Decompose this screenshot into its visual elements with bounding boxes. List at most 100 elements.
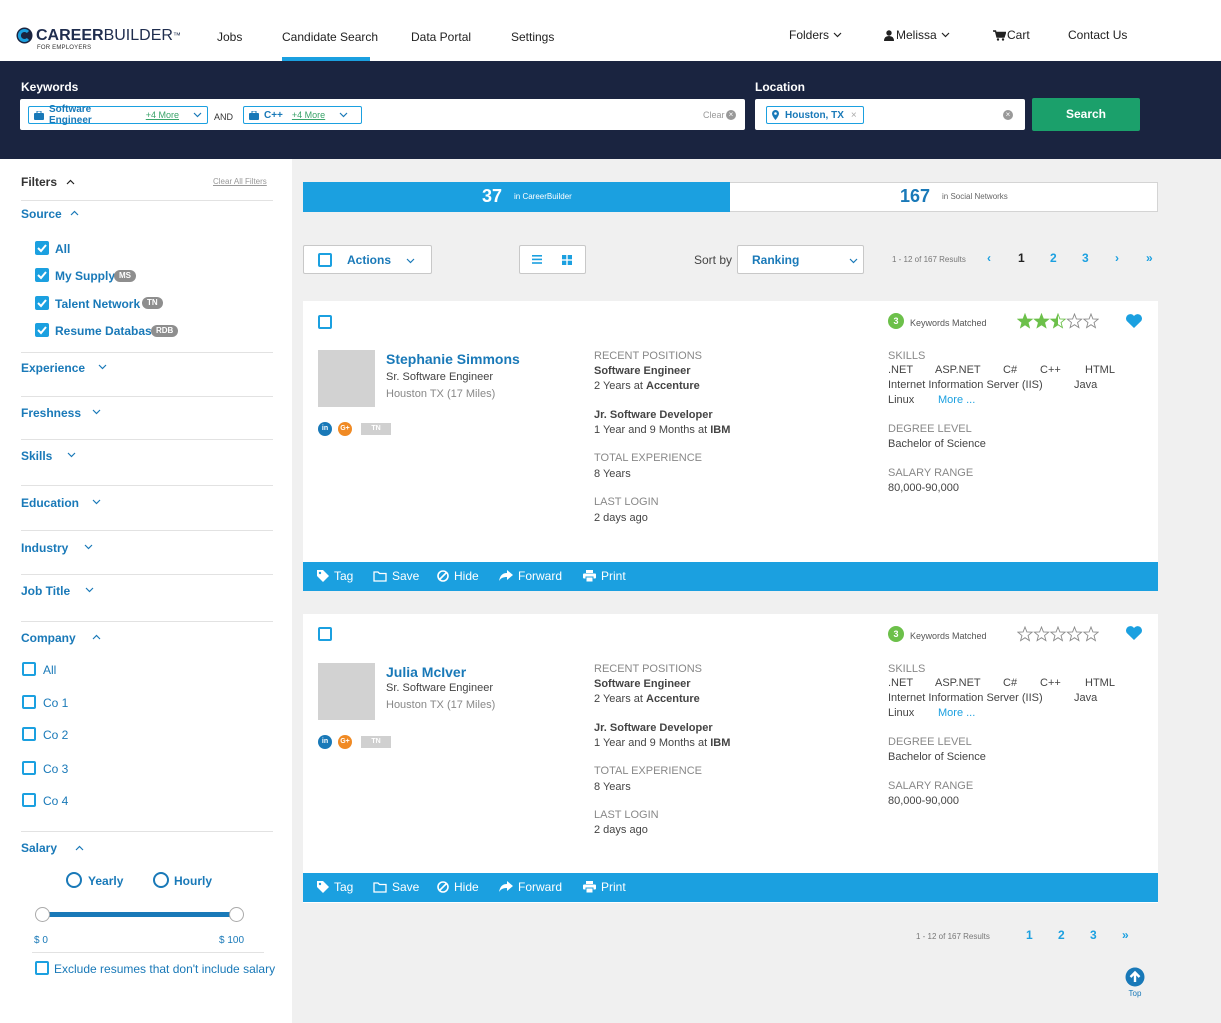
rating-star[interactable] <box>1066 313 1083 329</box>
filter-salary-title[interactable]: Salary <box>21 841 58 855</box>
source-my-supply-label[interactable]: My Supply <box>55 269 116 283</box>
tag-button[interactable]: Tag <box>317 880 353 894</box>
next-page-button[interactable]: › <box>1115 251 1119 265</box>
radio-yearly[interactable] <box>66 872 82 888</box>
forward-button[interactable]: Forward <box>499 880 562 894</box>
page-3[interactable]: 3 <box>1082 251 1089 265</box>
checkbox-source-talent-network[interactable] <box>35 296 49 310</box>
rating-star[interactable] <box>1082 626 1099 642</box>
chevron-down-icon[interactable] <box>92 409 101 415</box>
checkbox-exclude-no-salary[interactable] <box>35 961 49 975</box>
chevron-down-icon[interactable] <box>85 587 94 593</box>
page-2[interactable]: 2 <box>1050 251 1057 265</box>
company-co2-label[interactable]: Co 2 <box>43 728 69 742</box>
rating-star[interactable] <box>1082 313 1099 329</box>
clear-all-filters-link[interactable]: Clear All Filters <box>213 177 267 186</box>
last-page-bottom-button[interactable]: » <box>1122 928 1129 942</box>
chevron-up-icon[interactable] <box>66 179 75 185</box>
chevron-up-icon[interactable] <box>75 845 84 851</box>
chevron-down-icon[interactable] <box>98 364 107 370</box>
checkbox-company-co1[interactable] <box>22 695 36 709</box>
candidate-name[interactable]: Julia McIver <box>386 664 467 680</box>
rating-star[interactable] <box>1017 626 1034 642</box>
source-talent-network-label[interactable]: Talent Network <box>55 297 141 311</box>
radio-hourly[interactable] <box>153 872 169 888</box>
nav-data-portal[interactable]: Data Portal <box>411 30 472 44</box>
nav-settings[interactable]: Settings <box>511 30 555 44</box>
checkbox-company-co4[interactable] <box>22 793 36 807</box>
heart-icon[interactable] <box>1125 313 1143 329</box>
chevron-down-icon[interactable] <box>193 112 202 118</box>
location-chip[interactable]: Houston, TX × <box>766 106 864 124</box>
forward-button[interactable]: Forward <box>499 569 562 583</box>
star-rating-icon[interactable] <box>1017 313 1099 329</box>
page-1-bottom[interactable]: 1 <box>1026 928 1033 942</box>
filter-skills-title[interactable]: Skills <box>21 449 53 463</box>
filter-experience-title[interactable]: Experience <box>21 361 86 375</box>
actions-dropdown[interactable]: Actions <box>303 245 432 274</box>
company-all-label[interactable]: All <box>43 663 57 677</box>
tab-social-networks[interactable]: 167 in Social Networks <box>730 182 1158 212</box>
checkbox-source-my-supply[interactable] <box>35 268 49 282</box>
filter-industry-title[interactable]: Industry <box>21 541 69 555</box>
nav-contact-us[interactable]: Contact Us <box>1068 28 1128 42</box>
radio-yearly-label[interactable]: Yearly <box>88 874 124 888</box>
checkbox-source-all[interactable] <box>35 241 49 255</box>
keyword-chip-more-link[interactable]: +4 More <box>291 110 326 120</box>
print-button[interactable]: Print <box>583 880 626 894</box>
page-1[interactable]: 1 <box>1018 251 1025 265</box>
nav-user-menu[interactable]: Melissa <box>884 28 950 42</box>
sort-select[interactable]: Ranking <box>737 245 864 274</box>
filter-freshness-title[interactable]: Freshness <box>21 406 82 420</box>
keyword-chip-cpp[interactable]: C++ +4 More <box>243 106 362 124</box>
filter-company-title[interactable]: Company <box>21 631 76 645</box>
close-icon[interactable]: × <box>1003 110 1013 120</box>
rating-star[interactable] <box>1017 313 1034 329</box>
filter-source-title[interactable]: Source <box>21 207 62 221</box>
checkbox-company-all[interactable] <box>22 662 36 676</box>
save-button[interactable]: Save <box>373 880 419 894</box>
list-view-icon[interactable] <box>532 255 542 264</box>
back-to-top-button[interactable]: Top <box>1125 967 1145 998</box>
careerbuilder-logo[interactable]: CAREERBUILDER™ <box>16 27 181 44</box>
linkedin-icon[interactable]: in <box>318 735 332 749</box>
nav-folders[interactable]: Folders <box>789 28 842 42</box>
view-toggle[interactable] <box>519 245 586 274</box>
rating-star[interactable] <box>1033 626 1050 642</box>
tag-button[interactable]: Tag <box>317 569 353 583</box>
filter-education-title[interactable]: Education <box>21 496 80 510</box>
rating-star[interactable] <box>1049 626 1067 642</box>
checkbox-company-co3[interactable] <box>22 761 36 775</box>
keyword-chip-software-engineer[interactable]: Software Engineer +4 More <box>28 104 208 126</box>
chevron-down-icon[interactable] <box>92 499 101 505</box>
keywords-input[interactable]: Software Engineer +4 More C++ +4 More <box>20 99 745 130</box>
salary-slider-track[interactable] <box>42 912 236 917</box>
save-button[interactable]: Save <box>373 569 419 583</box>
nav-cart[interactable]: Cart <box>993 28 1030 42</box>
skills-more-link[interactable]: More ... <box>938 707 976 719</box>
keyword-chip-more-link[interactable]: +4 More <box>145 110 180 120</box>
radio-hourly-label[interactable]: Hourly <box>174 874 213 888</box>
chevron-down-icon[interactable] <box>67 452 76 458</box>
chevron-up-icon[interactable] <box>70 210 79 216</box>
close-icon[interactable]: × <box>726 110 736 120</box>
salary-slider-min-handle[interactable] <box>35 907 50 922</box>
prev-page-button[interactable]: ‹ <box>987 251 991 265</box>
last-page-button[interactable]: » <box>1146 251 1153 265</box>
tab-careerbuilder[interactable]: 37 in CareerBuilder <box>303 182 730 212</box>
candidate-name[interactable]: Stephanie Simmons <box>386 351 520 367</box>
hide-button[interactable]: Hide <box>437 569 479 583</box>
page-2-bottom[interactable]: 2 <box>1058 928 1065 942</box>
chevron-up-icon[interactable] <box>92 634 101 640</box>
checkbox-source-resume-database[interactable] <box>35 323 49 337</box>
nav-candidate-search[interactable]: Candidate Search <box>282 30 379 44</box>
print-button[interactable]: Print <box>583 569 626 583</box>
company-co1-label[interactable]: Co 1 <box>43 696 69 710</box>
heart-icon[interactable] <box>1125 625 1143 641</box>
clear-keywords-button[interactable]: Clear <box>703 110 725 120</box>
skills-more-link[interactable]: More ... <box>938 394 976 406</box>
rating-star[interactable] <box>1066 626 1083 642</box>
checkbox-company-co2[interactable] <box>22 727 36 741</box>
exclude-no-salary-label[interactable]: Exclude resumes that don't include salar… <box>54 962 276 976</box>
page-3-bottom[interactable]: 3 <box>1090 928 1097 942</box>
